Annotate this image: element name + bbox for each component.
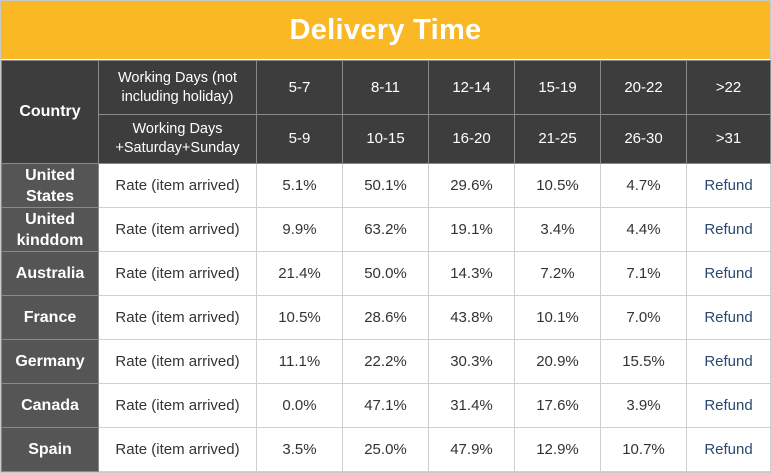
country-name-line2: States: [25, 187, 75, 205]
rate-value-cell: 5.1%: [256, 163, 343, 208]
table-row: Canada Rate (item arrived) 0.0% 47.1% 31.4% 1…: [1, 383, 771, 428]
rate-value-cell: 15.5%: [600, 339, 687, 384]
country-cell: France: [1, 295, 99, 340]
refund-cell: Refund: [686, 207, 771, 252]
rate-value-cell: 12.9%: [514, 427, 601, 472]
page-title: Delivery Time: [1, 1, 770, 60]
rate-value-cell: 10.1%: [514, 295, 601, 340]
rate-value-cell: 29.6%: [428, 163, 515, 208]
rate-label-cell: Rate (item arrived): [98, 163, 257, 208]
header-row-calendar-days: Working Days +Saturday+Sunday 5-9 10-15 1…: [2, 114, 771, 164]
country-name-line1: United: [25, 166, 75, 184]
rate-value-cell: 14.3%: [428, 251, 515, 296]
rate-value-cell: 30.3%: [428, 339, 515, 384]
refund-cell: Refund: [686, 251, 771, 296]
rate-value-cell: 21.4%: [256, 251, 343, 296]
refund-cell: Refund: [686, 295, 771, 340]
rate-label-cell: Rate (item arrived): [98, 427, 257, 472]
header-row-working-days: Country Working Days (not including holid…: [1, 60, 771, 164]
rate-value-cell: 3.5%: [256, 427, 343, 472]
country-name-line1: Spain: [28, 441, 72, 458]
country-name-line1: United: [25, 210, 75, 228]
table-row: Spain Rate (item arrived) 3.5% 25.0% 47.9% 12…: [1, 427, 771, 472]
working-days-range: 20-22: [600, 60, 687, 115]
rate-label-cell: Rate (item arrived): [98, 207, 257, 252]
rate-value-cell: 25.0%: [342, 427, 429, 472]
rate-value-cell: 19.1%: [428, 207, 515, 252]
calendar-days-range: 16-20: [428, 114, 515, 164]
calendar-days-range: 21-25: [514, 114, 601, 164]
rate-value-cell: 11.1%: [256, 339, 343, 384]
calendar-days-range: 5-9: [256, 114, 343, 164]
calendar-days-range: 10-15: [342, 114, 429, 164]
rate-label-cell: Rate (item arrived): [98, 383, 257, 428]
rate-value-cell: 31.4%: [428, 383, 515, 428]
country-cell: United kinddom: [1, 207, 99, 252]
rate-value-cell: 22.2%: [342, 339, 429, 384]
rate-value-cell: 7.1%: [600, 251, 687, 296]
calendar-days-range: 26-30: [600, 114, 687, 164]
country-cell: Germany: [1, 339, 99, 384]
country-name-line1: Germany: [15, 353, 85, 370]
table-row: France Rate (item arrived) 10.5% 28.6% 43.8%…: [1, 295, 771, 340]
rate-value-cell: 10.5%: [256, 295, 343, 340]
rate-label-cell: Rate (item arrived): [98, 339, 257, 384]
working-days-label-line2: including holiday): [121, 88, 234, 105]
working-days-range: 5-7: [256, 60, 343, 115]
working-days-label-line1: Working Days (not: [118, 69, 237, 86]
country-column-header: Country: [1, 60, 99, 164]
rate-value-cell: 3.4%: [514, 207, 601, 252]
country-name-line2: kinddom: [16, 231, 84, 249]
rate-value-cell: 47.9%: [428, 427, 515, 472]
rate-value-cell: 43.8%: [428, 295, 515, 340]
rate-value-cell: 10.7%: [600, 427, 687, 472]
rate-value-cell: 50.1%: [342, 163, 429, 208]
rate-value-cell: 9.9%: [256, 207, 343, 252]
rate-label-cell: Rate (item arrived): [98, 295, 257, 340]
country-cell: Australia: [1, 251, 99, 296]
rate-value-cell: 4.4%: [600, 207, 687, 252]
calendar-days-label-line1: Working Days: [132, 121, 223, 137]
working-days-label: Working Days (not including holiday): [98, 60, 257, 115]
refund-cell: Refund: [686, 383, 771, 428]
country-name-line1: Canada: [21, 397, 79, 414]
table-row: United States Rate (item arrived) 5.1% 50.1%…: [1, 163, 771, 208]
delivery-table: Country Working Days (not including holid…: [1, 60, 771, 472]
rate-value-cell: 3.9%: [600, 383, 687, 428]
table-row: Australia Rate (item arrived) 21.4% 50.0% 14…: [1, 251, 771, 296]
refund-cell: Refund: [686, 427, 771, 472]
refund-cell: Refund: [686, 163, 771, 208]
rate-value-cell: 7.2%: [514, 251, 601, 296]
rate-label-cell: Rate (item arrived): [98, 251, 257, 296]
rate-value-cell: 4.7%: [600, 163, 687, 208]
table-row: United kinddom Rate (item arrived) 9.9% 63.2…: [1, 207, 771, 252]
rate-value-cell: 63.2%: [342, 207, 429, 252]
country-name-line1: France: [23, 309, 77, 326]
rate-value-cell: 20.9%: [514, 339, 601, 384]
table-row: Germany Rate (item arrived) 11.1% 22.2% 30.3…: [1, 339, 771, 384]
calendar-days-label-line2: +Saturday+Sunday: [115, 140, 240, 156]
refund-cell: Refund: [686, 339, 771, 384]
rate-value-cell: 10.5%: [514, 163, 601, 208]
rate-value-cell: 50.0%: [342, 251, 429, 296]
working-days-range: 8-11: [342, 60, 429, 115]
country-cell: Canada: [1, 383, 99, 428]
working-days-range: >22: [686, 60, 771, 115]
rate-value-cell: 28.6%: [342, 295, 429, 340]
working-days-range: 12-14: [428, 60, 515, 115]
rate-value-cell: 17.6%: [514, 383, 601, 428]
rate-value-cell: 0.0%: [256, 383, 343, 428]
working-days-range: 15-19: [514, 60, 601, 115]
country-cell: United States: [1, 163, 99, 208]
calendar-days-label: Working Days +Saturday+Sunday: [98, 114, 257, 164]
calendar-days-range: >31: [686, 114, 771, 164]
country-cell: Spain: [1, 427, 99, 472]
country-name-line1: Australia: [15, 265, 85, 282]
rate-value-cell: 7.0%: [600, 295, 687, 340]
rate-value-cell: 47.1%: [342, 383, 429, 428]
